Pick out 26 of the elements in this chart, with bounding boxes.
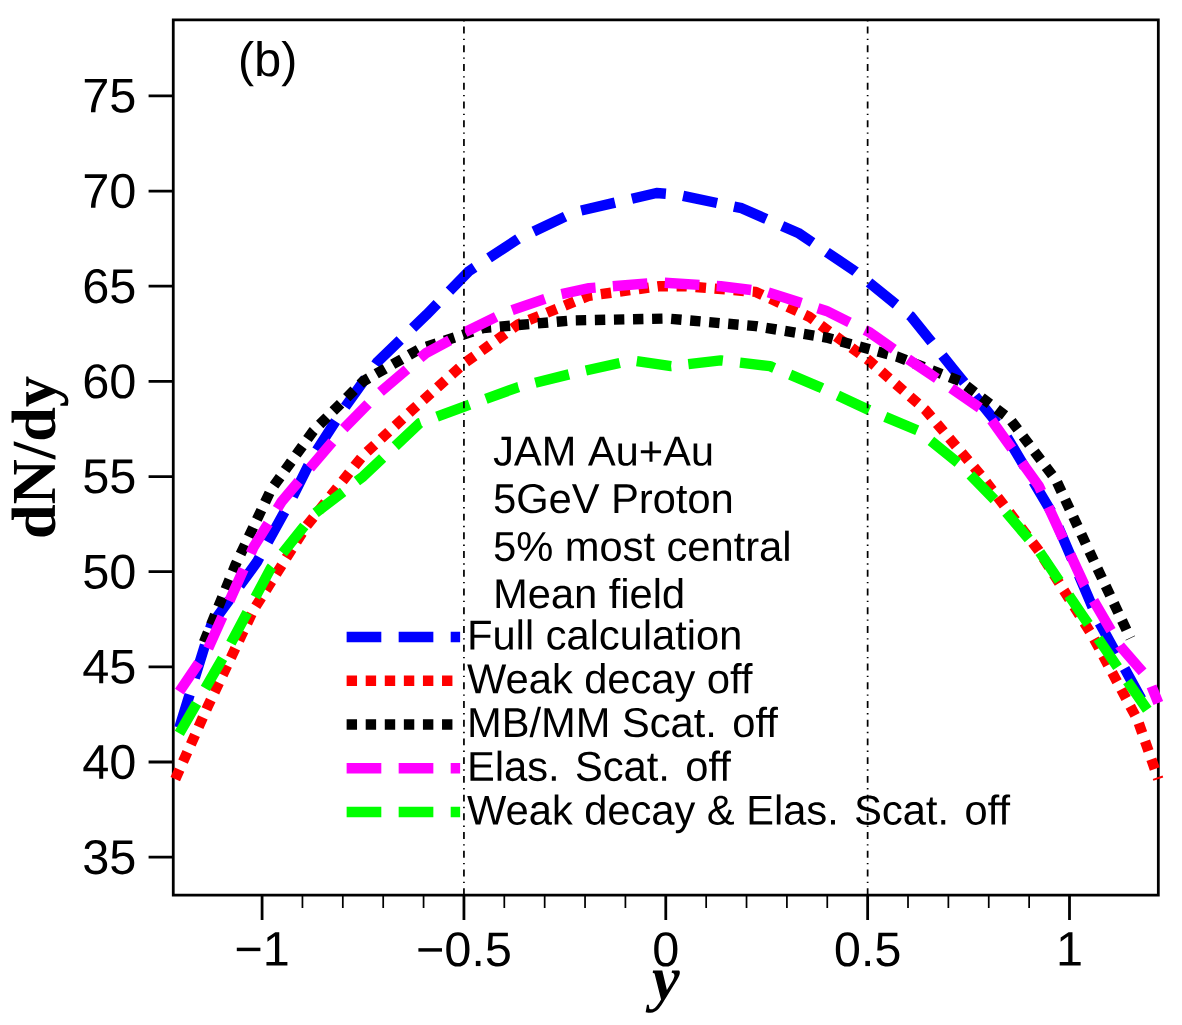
y-tick-label: 75 [84, 79, 135, 114]
x-tick-label: 1 [1059, 932, 1081, 966]
x-axis-title: y [645, 970, 680, 1014]
y-tick-label: 60 [84, 364, 135, 399]
y-tick-label: 35 [84, 840, 135, 875]
x-tick-label: 0.5 [835, 932, 900, 967]
y-tick-label: 40 [83, 745, 135, 780]
y-axis-title: dN/dy [11, 376, 69, 537]
y-tick-label: 65 [84, 269, 135, 304]
legend-label: Weak decay & Elas. Scat. off [467, 794, 1011, 834]
y-tick-label: 70 [84, 174, 135, 209]
legend-label: Elas. Scat. off [470, 750, 731, 782]
y-tick-label: 50 [84, 554, 135, 590]
legend-label: Full calculation [470, 619, 740, 651]
y-tick-label: 45 [83, 650, 135, 685]
annotation: (b) [240, 41, 295, 87]
annotation: Mean field [496, 578, 683, 609]
legend-label: Weak decay off [467, 663, 753, 703]
x-tick-label: 0 [654, 932, 678, 967]
annotation: 5% most central [494, 530, 789, 562]
x-tick-label: −0.5 [418, 932, 510, 967]
legend-label: MB/MM Scat. off [470, 707, 778, 738]
annotation: JAM Au+Au [493, 437, 712, 467]
y-tick-label: 55 [84, 459, 135, 494]
annotation: 5GeV Proton [494, 484, 732, 514]
x-tick-label: −1 [236, 932, 288, 966]
